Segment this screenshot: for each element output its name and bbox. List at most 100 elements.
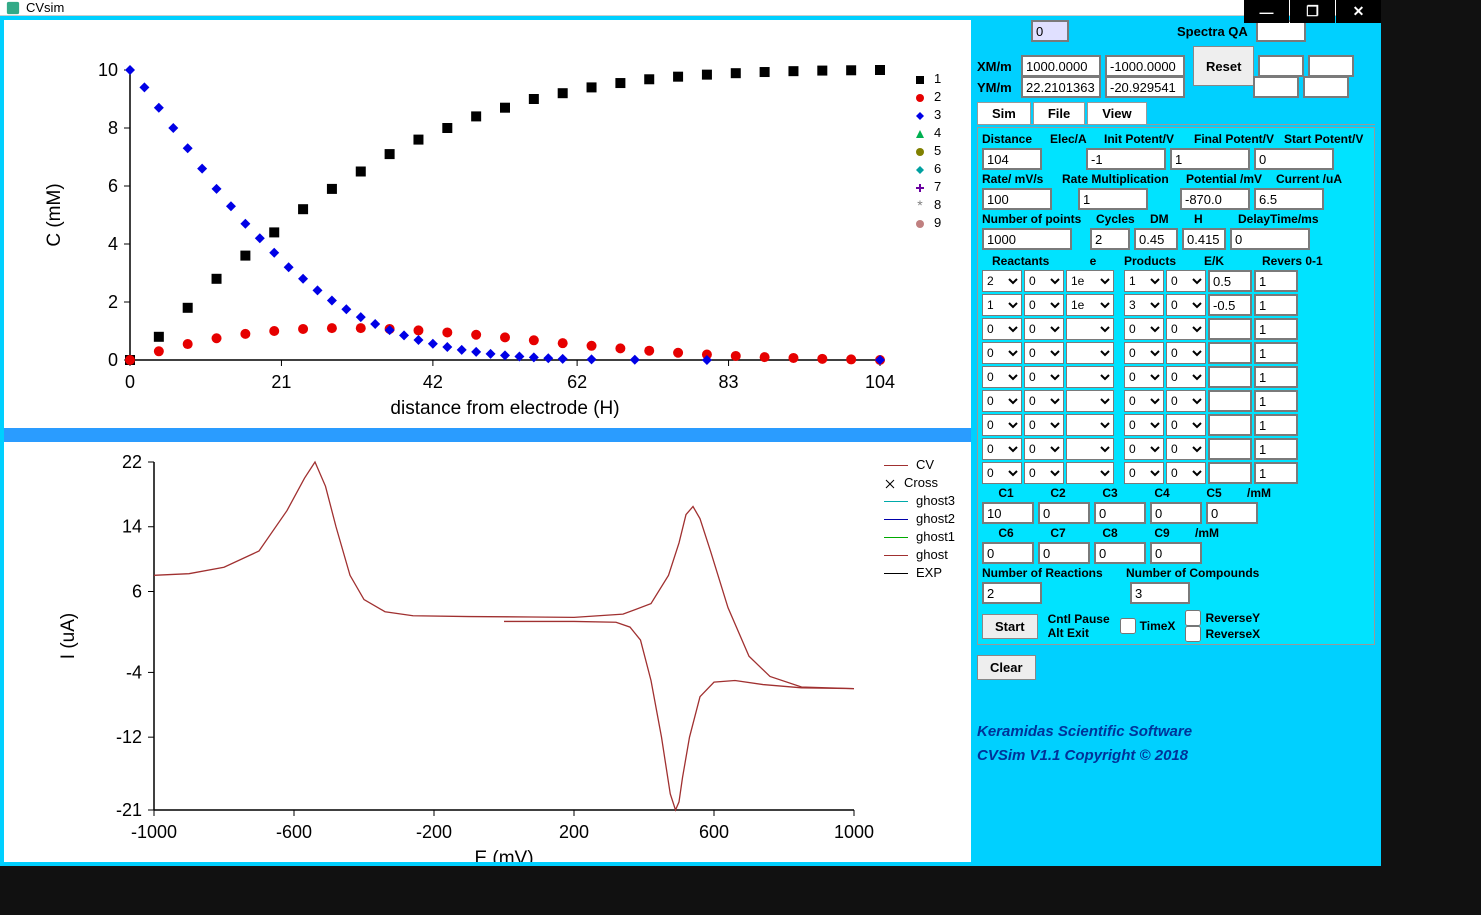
rx-p2-select[interactable]: 0 [1166, 342, 1206, 364]
rx-p1-select[interactable]: 0 [1124, 438, 1164, 460]
final-potent-input[interactable] [1170, 148, 1250, 170]
rx-ek-input[interactable] [1208, 366, 1252, 388]
rx-p2-select[interactable]: 0 [1166, 462, 1206, 484]
rx-e-select[interactable]: 1e [1066, 270, 1114, 292]
rx-r2-select[interactable]: 0 [1024, 462, 1064, 484]
maximize-button[interactable]: ❐ [1290, 0, 1335, 23]
rx-r1-select[interactable]: 0 [982, 342, 1022, 364]
rx-r2-select[interactable]: 0 [1024, 318, 1064, 340]
rx-p1-select[interactable]: 0 [1124, 414, 1164, 436]
rx-rev-input[interactable] [1254, 342, 1298, 364]
start-button[interactable]: Start [982, 614, 1038, 639]
top-input[interactable] [1031, 20, 1069, 42]
rx-e-select[interactable] [1066, 342, 1114, 364]
rx-e-select[interactable] [1066, 318, 1114, 340]
rx-p2-select[interactable]: 0 [1166, 390, 1206, 412]
reset-button[interactable]: Reset [1193, 46, 1254, 86]
rx-r2-select[interactable]: 0 [1024, 342, 1064, 364]
rx-ek-input[interactable] [1208, 462, 1252, 484]
aux1-input[interactable] [1258, 55, 1304, 77]
rx-r2-select[interactable]: 0 [1024, 270, 1064, 292]
rx-r1-select[interactable]: 0 [982, 390, 1022, 412]
rx-ek-input[interactable] [1208, 438, 1252, 460]
reversey-checkbox[interactable] [1185, 610, 1201, 626]
rx-rev-input[interactable] [1254, 438, 1298, 460]
rx-p1-select[interactable]: 0 [1124, 342, 1164, 364]
rx-p1-select[interactable]: 0 [1124, 318, 1164, 340]
c3-input[interactable] [1094, 502, 1146, 524]
c4-input[interactable] [1150, 502, 1202, 524]
rx-r2-select[interactable]: 0 [1024, 438, 1064, 460]
rx-e-select[interactable] [1066, 390, 1114, 412]
xm1-input[interactable] [1021, 55, 1101, 77]
c8-input[interactable] [1094, 542, 1146, 564]
rx-r1-select[interactable]: 2 [982, 270, 1022, 292]
num-reactions-input[interactable] [982, 582, 1042, 604]
rx-r2-select[interactable]: 0 [1024, 366, 1064, 388]
rx-r1-select[interactable]: 0 [982, 414, 1022, 436]
npoints-input[interactable] [982, 228, 1072, 250]
rx-rev-input[interactable] [1254, 366, 1298, 388]
rx-p1-select[interactable]: 0 [1124, 390, 1164, 412]
rx-r1-select[interactable]: 1 [982, 294, 1022, 316]
aux4-input[interactable] [1303, 76, 1349, 98]
rx-e-select[interactable]: 1e [1066, 294, 1114, 316]
c2-input[interactable] [1038, 502, 1090, 524]
rx-p2-select[interactable]: 0 [1166, 366, 1206, 388]
minimize-button[interactable]: — [1244, 0, 1289, 23]
aux2-input[interactable] [1308, 55, 1354, 77]
ym2-input[interactable] [1105, 76, 1185, 98]
c7-input[interactable] [1038, 542, 1090, 564]
rx-e-select[interactable] [1066, 462, 1114, 484]
delay-input[interactable] [1230, 228, 1310, 250]
dm-input[interactable] [1134, 228, 1178, 250]
timex-checkbox[interactable] [1120, 618, 1136, 634]
distance-input[interactable] [982, 148, 1042, 170]
rx-e-select[interactable] [1066, 438, 1114, 460]
rx-ek-input[interactable] [1208, 270, 1252, 292]
rx-ek-input[interactable] [1208, 390, 1252, 412]
rx-r2-select[interactable]: 0 [1024, 414, 1064, 436]
c1-input[interactable] [982, 502, 1034, 524]
tab-view[interactable]: View [1087, 102, 1146, 124]
reversex-checkbox[interactable] [1185, 626, 1201, 642]
rx-rev-input[interactable] [1254, 390, 1298, 412]
rx-r1-select[interactable]: 0 [982, 438, 1022, 460]
init-potent-input[interactable] [1086, 148, 1166, 170]
rx-rev-input[interactable] [1254, 462, 1298, 484]
rx-ek-input[interactable] [1208, 318, 1252, 340]
start-potent-input[interactable] [1254, 148, 1334, 170]
rx-p2-select[interactable]: 0 [1166, 294, 1206, 316]
rx-p2-select[interactable]: 0 [1166, 414, 1206, 436]
rate-mult-input[interactable] [1078, 188, 1148, 210]
rx-rev-input[interactable] [1254, 318, 1298, 340]
rx-e-select[interactable] [1066, 366, 1114, 388]
close-button[interactable]: ✕ [1336, 0, 1381, 23]
xm2-input[interactable] [1105, 55, 1185, 77]
c6-input[interactable] [982, 542, 1034, 564]
rate-input[interactable] [982, 188, 1052, 210]
rx-rev-input[interactable] [1254, 294, 1298, 316]
rx-rev-input[interactable] [1254, 414, 1298, 436]
rx-ek-input[interactable] [1208, 342, 1252, 364]
rx-p2-select[interactable]: 0 [1166, 270, 1206, 292]
spectra-qa-input[interactable] [1256, 20, 1306, 42]
rx-r1-select[interactable]: 0 [982, 462, 1022, 484]
potential-input[interactable] [1180, 188, 1250, 210]
cycles-input[interactable] [1090, 228, 1130, 250]
rx-p2-select[interactable]: 0 [1166, 438, 1206, 460]
rx-p1-select[interactable]: 3 [1124, 294, 1164, 316]
rx-ek-input[interactable] [1208, 294, 1252, 316]
aux3-input[interactable] [1253, 76, 1299, 98]
clear-button[interactable]: Clear [977, 655, 1036, 680]
tab-file[interactable]: File [1033, 102, 1085, 124]
current-input[interactable] [1254, 188, 1324, 210]
rx-r2-select[interactable]: 0 [1024, 294, 1064, 316]
h-input[interactable] [1182, 228, 1226, 250]
rx-p1-select[interactable]: 0 [1124, 366, 1164, 388]
rx-r1-select[interactable]: 0 [982, 318, 1022, 340]
rx-p1-select[interactable]: 0 [1124, 462, 1164, 484]
rx-r2-select[interactable]: 0 [1024, 390, 1064, 412]
ym1-input[interactable] [1021, 76, 1101, 98]
rx-r1-select[interactable]: 0 [982, 366, 1022, 388]
